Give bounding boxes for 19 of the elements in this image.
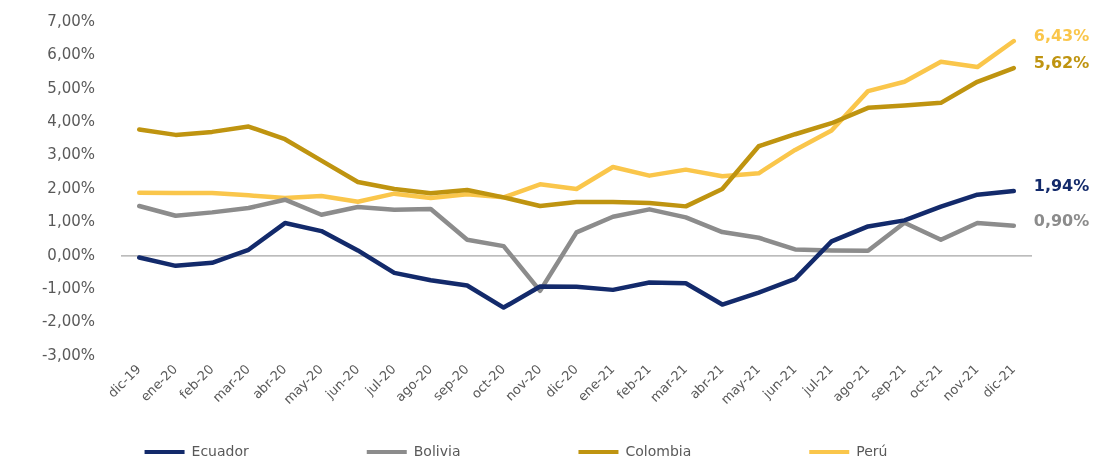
y-tick-label: -3,00%	[41, 345, 95, 364]
data-label: 1,94%	[1033, 176, 1090, 196]
y-tick-label: -2,00%	[41, 312, 95, 331]
legend-label: Bolivia	[413, 442, 461, 459]
y-tick-label: -1,00%	[41, 279, 95, 298]
y-tick-label: 6,00%	[47, 45, 95, 64]
y-tick-label: 1,00%	[47, 212, 95, 231]
y-tick-label: 5,00%	[47, 78, 95, 97]
y-tick-label: 7,00%	[47, 11, 95, 30]
legend-label: Perú	[856, 442, 888, 459]
y-tick-label: 4,00%	[47, 112, 95, 131]
data-label: 6,43%	[1033, 26, 1090, 46]
y-tick-label: 2,00%	[47, 178, 95, 197]
data-label: 5,62%	[1033, 53, 1090, 73]
legend-label: Colombia	[625, 442, 692, 459]
y-tick-label: 3,00%	[47, 145, 95, 164]
legend-label: Ecuador	[191, 442, 250, 459]
y-tick-label: 0,00%	[47, 245, 95, 264]
data-label: 0,90%	[1033, 210, 1090, 230]
